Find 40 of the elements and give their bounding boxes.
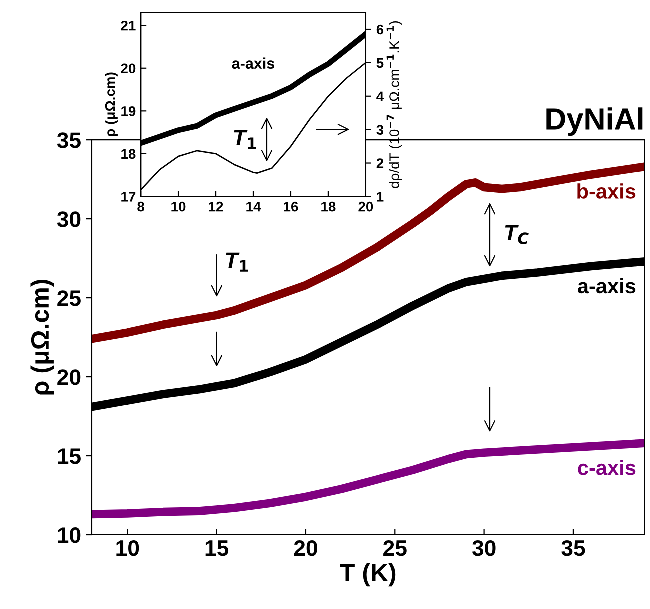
annotation: T$_{1}$ xyxy=(226,252,248,272)
y-tick-label: 30 xyxy=(57,212,81,228)
y2-tick-label: 6 xyxy=(376,24,384,35)
y2-tick-label: 4 xyxy=(376,92,384,102)
y-tick-label: 25 xyxy=(58,290,81,306)
y-tick-label: 18 xyxy=(122,149,136,160)
x-tick-label: 25 xyxy=(384,540,407,556)
x-tick-label: 12 xyxy=(209,202,224,212)
x-tick-label: 8 xyxy=(138,202,144,212)
y2-tick-label: 1 xyxy=(377,192,384,202)
series-label: c-axis xyxy=(578,460,636,476)
chart-title: DyNiAl xyxy=(546,108,643,136)
x-tick-label: 15 xyxy=(206,540,229,556)
x-tick-label: 35 xyxy=(562,540,586,556)
y-tick-label: 19 xyxy=(122,106,136,116)
y2-tick-label: 5 xyxy=(376,58,384,68)
x-tick-label: 14 xyxy=(246,202,262,212)
x-tick-label: 30 xyxy=(472,540,496,556)
y-tick-label: 20 xyxy=(121,64,136,74)
annotation: T$_{C}$ xyxy=(505,225,529,244)
series-label: a-axis xyxy=(232,58,275,70)
series-label: b-axis xyxy=(578,184,636,199)
x-tick-label: 10 xyxy=(172,202,186,212)
x-axis-title: T (K) xyxy=(340,563,396,587)
annotation: T$_{1}$ xyxy=(234,130,256,150)
y-tick-label: 17 xyxy=(122,192,136,202)
y-tick-label: 20 xyxy=(58,370,81,386)
x-tick-label: 20 xyxy=(294,540,318,556)
y2-tick-label: 3 xyxy=(376,125,384,136)
y-axis-title: ρ (μΩ.cm) xyxy=(105,72,118,137)
x-tick-label: 20 xyxy=(358,202,374,212)
y-tick-label: 10 xyxy=(58,528,81,544)
y2-tick-label: 2 xyxy=(376,158,384,168)
y-tick-label: 35 xyxy=(57,132,81,148)
x-tick-label: 18 xyxy=(322,202,336,212)
y-tick-label: 15 xyxy=(58,448,81,464)
series-label: a-axis xyxy=(578,278,636,294)
y-tick-label: 21 xyxy=(121,20,136,31)
x-tick-label: 16 xyxy=(284,202,298,212)
y-axis-title: ρ (μΩ.cm) xyxy=(30,280,54,395)
